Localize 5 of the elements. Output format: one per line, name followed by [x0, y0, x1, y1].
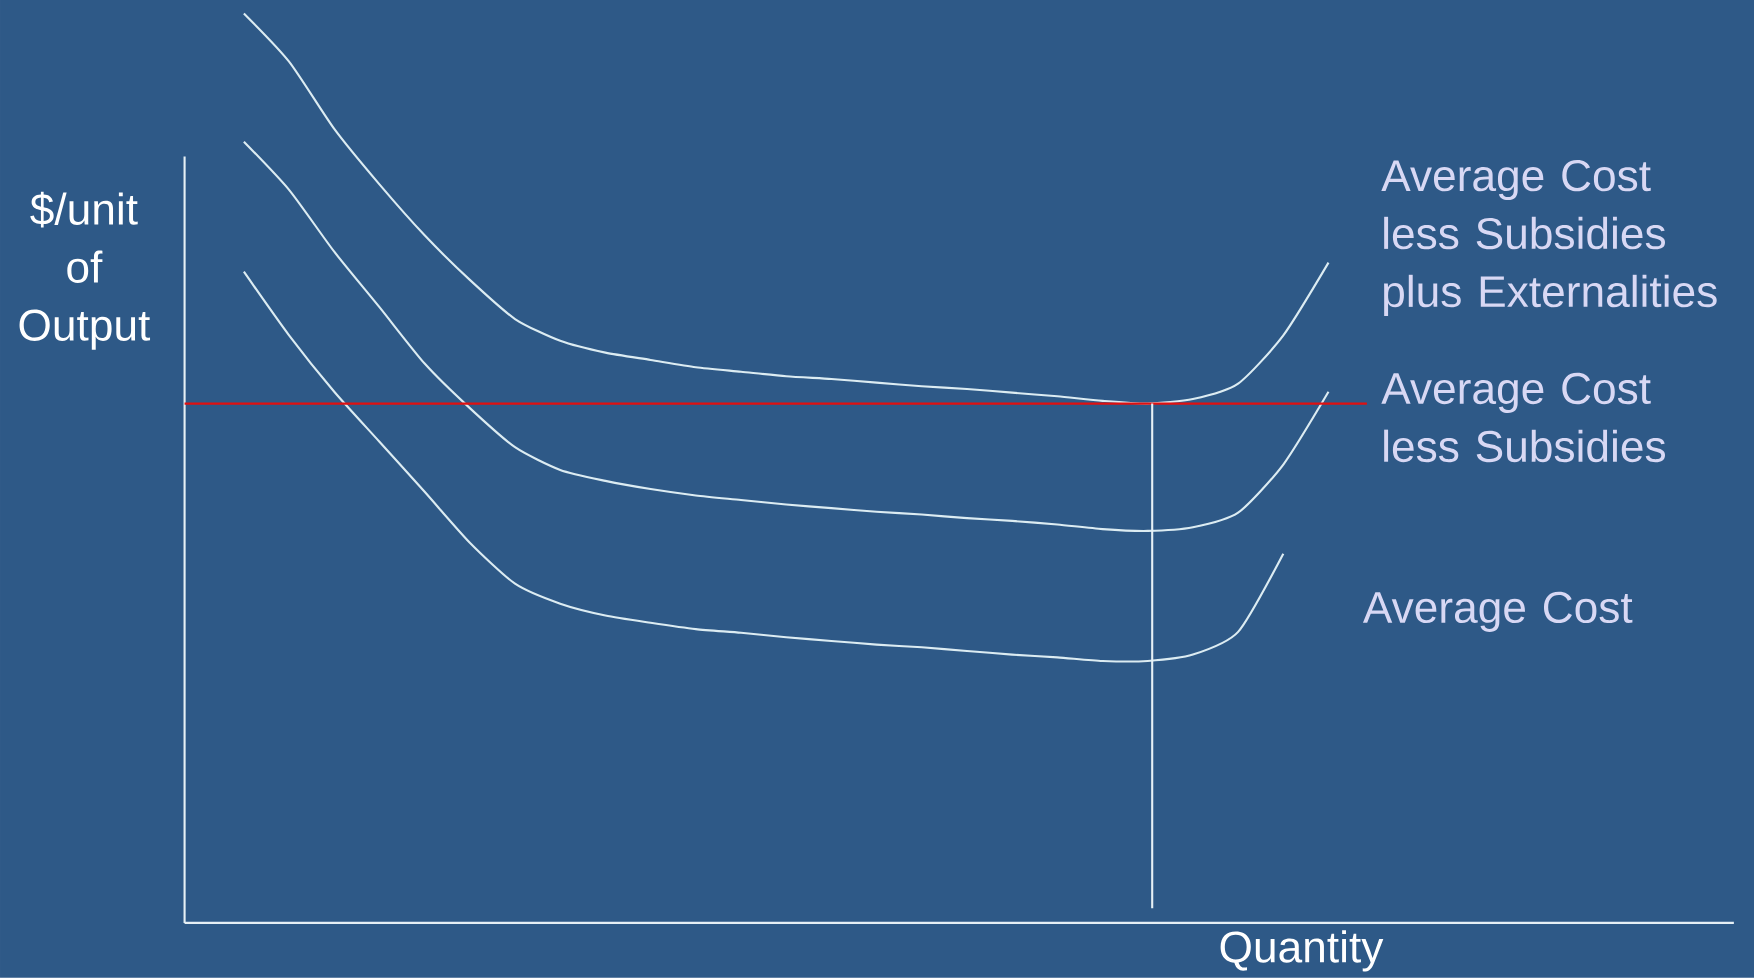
series-label: Average Cost: [1362, 591, 1633, 633]
series-label: Average Cost less Subsidies plus Externalities: [1381, 160, 1717, 317]
y-axis-title: $/unit of Output: [19, 191, 151, 350]
x-axis-title: Quantity: [1220, 930, 1384, 972]
series-label: Average Cost less Subsidies: [1381, 372, 1666, 463]
